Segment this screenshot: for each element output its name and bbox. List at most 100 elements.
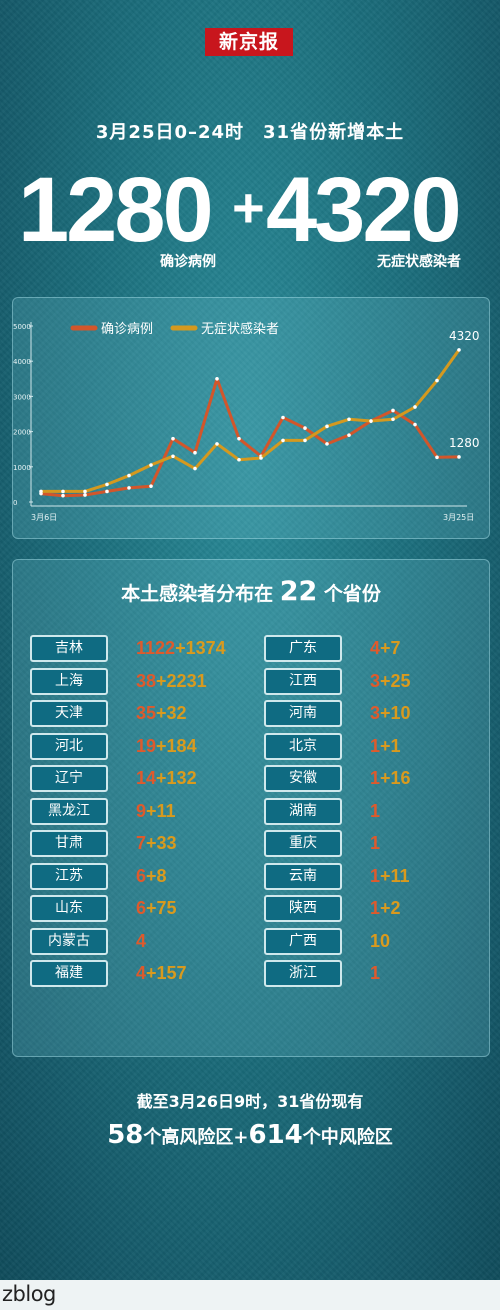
legend-label: 无症状感染者: [201, 321, 279, 337]
plus-sign: +: [146, 865, 157, 886]
y-tick-label: 4000: [13, 358, 31, 366]
data-point: [281, 415, 285, 420]
plus-sign: +: [156, 735, 167, 756]
confirmed-count: 6: [136, 898, 147, 918]
province-counts: 38+2231: [136, 668, 207, 695]
plus-sign: +: [146, 833, 157, 853]
asymptomatic-count: 11: [390, 865, 410, 886]
data-point: [413, 422, 417, 427]
province-name: 陕西: [264, 895, 342, 922]
province-name: 安徽: [264, 765, 342, 792]
province-counts: 1: [370, 798, 380, 825]
data-point: [83, 489, 87, 494]
asymptomatic-count: 10: [370, 930, 391, 951]
data-point: [325, 442, 329, 446]
confirmed-count: 38: [136, 670, 157, 691]
province-counts: 1+2: [370, 895, 401, 922]
confirmed-total: 1280: [18, 159, 214, 261]
data-point: [391, 417, 395, 422]
province-name: 上海: [30, 667, 108, 695]
data-point: [413, 405, 417, 409]
confirmed-count: 1: [370, 865, 381, 886]
province-name: 内蒙古: [30, 927, 108, 955]
data-point: [215, 442, 219, 446]
asymptomatic-count: 1: [390, 735, 401, 756]
province-name: 河南: [264, 700, 342, 727]
plus-sign: +: [146, 898, 157, 918]
distribution-title-post: 个省份: [323, 583, 381, 605]
data-point: [369, 419, 373, 423]
province-name: 辽宁: [30, 765, 108, 792]
province-counts: 6+8: [136, 863, 167, 890]
asymptomatic-count: 132: [166, 768, 197, 788]
y-tick-label: 2000: [13, 429, 31, 437]
risk-area-intro: 截至3月26日9时，31省份现有: [136, 1092, 364, 1111]
province-name: 吉林: [30, 635, 108, 662]
risk-area-summary: 58个高风险区+614个中风险区: [0, 1120, 500, 1150]
province-counts: 3+10: [370, 700, 411, 727]
asymptomatic-count: 75: [156, 898, 177, 918]
data-point: [435, 378, 439, 383]
province-counts: 14+132: [136, 765, 197, 792]
high-risk-count: 58: [107, 1120, 144, 1150]
headline: 3月25日0–24时 31省份新增本土: [95, 122, 405, 143]
distribution-title-pre: 本土感染者分布在: [121, 583, 274, 605]
asymptomatic-caption: 无症状感染者: [377, 254, 461, 270]
series-line-0: [40, 377, 460, 498]
data-point: [435, 455, 439, 460]
data-point: [61, 493, 65, 498]
data-point: [193, 466, 197, 471]
province-counts: 9+11: [136, 798, 176, 825]
data-point: [259, 456, 263, 460]
watermark: zblog: [2, 1282, 56, 1306]
plus-sign: +: [156, 670, 167, 691]
province-name: 福建: [30, 960, 108, 987]
province-name: 黑龙江: [30, 797, 108, 825]
province-name: 北京: [264, 732, 342, 760]
province-name: 江西: [264, 667, 342, 695]
province-name: 广西: [264, 927, 342, 955]
confirmed-count: 4: [136, 963, 147, 983]
province-counts: 1+1: [370, 733, 401, 760]
province-counts: 4+157: [136, 960, 187, 987]
data-point: [303, 438, 307, 443]
confirmed-count: 4: [136, 930, 147, 951]
province-name: 重庆: [264, 830, 342, 857]
asymptomatic-count: 25: [390, 670, 411, 691]
plus-sign: +: [380, 768, 391, 788]
data-point: [347, 417, 351, 422]
high-risk-text: 个高风险区+: [143, 1127, 249, 1148]
asymptomatic-count: 184: [166, 735, 197, 756]
province-counts: 4: [136, 928, 146, 955]
asymptomatic-count: 11: [156, 800, 176, 821]
plus-sign: +: [380, 865, 391, 886]
asymptomatic-total: 4320: [266, 159, 462, 261]
poster: 新京报 3月25日0–24时 31省份新增本土 1280 + 4320 确诊病例…: [0, 0, 500, 1280]
plus-sign: +: [156, 703, 167, 723]
legend-label: 确诊病例: [101, 322, 153, 337]
province-name: 甘肃: [30, 830, 108, 857]
data-point: [149, 484, 153, 488]
data-point: [105, 482, 109, 487]
plus-sign: +: [175, 638, 186, 658]
province-name: 浙江: [264, 960, 342, 987]
confirmed-count: 35: [136, 703, 157, 723]
data-point: [39, 489, 43, 494]
confirmed-count: 4: [370, 638, 381, 658]
data-point: [457, 348, 461, 352]
y-tick-label: 3000: [13, 393, 31, 401]
confirmed-count: 1: [370, 898, 381, 918]
province-counts: 6+75: [136, 895, 177, 922]
province-name: 云南: [264, 862, 342, 890]
province-counts: 7+33: [136, 830, 177, 857]
province-name: 湖南: [264, 797, 342, 825]
asymptomatic-count: 10: [390, 703, 411, 723]
confirmed-count: 1: [370, 833, 381, 853]
province-counts: 19+184: [136, 733, 197, 760]
brand-logo: 新京报: [205, 28, 293, 56]
data-point: [149, 463, 153, 467]
plus-sign: +: [380, 898, 391, 918]
province-name: 江苏: [30, 862, 108, 890]
series-line-1: [41, 349, 461, 493]
y-tick-label: 5000: [13, 323, 31, 331]
